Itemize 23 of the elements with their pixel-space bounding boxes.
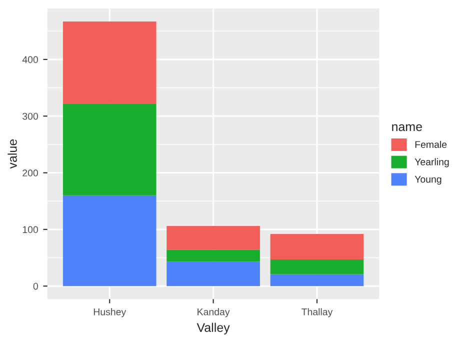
x-tick-label: Thallay <box>302 308 333 318</box>
bar <box>166 262 260 286</box>
bar <box>270 259 364 274</box>
bar <box>166 226 260 250</box>
bar <box>62 195 156 286</box>
y-tick-label: 300 <box>22 112 38 120</box>
x-tick-label: Kanday <box>198 308 230 318</box>
y-tick-label: 100 <box>22 226 38 234</box>
legend-label: Yearling <box>414 158 449 168</box>
bar <box>166 250 260 262</box>
bar <box>270 234 364 260</box>
y-axis-title: value <box>8 139 17 169</box>
y-tick-label: 200 <box>22 170 38 176</box>
legend-label: Young <box>414 176 442 185</box>
bar <box>62 104 156 196</box>
legend-label: Female <box>415 140 447 148</box>
y-tick-label: 0 <box>33 282 38 290</box>
bar <box>62 21 156 104</box>
bar <box>270 274 364 286</box>
x-tick-label: Hushey <box>94 308 126 318</box>
x-axis-title: Valley <box>196 322 230 334</box>
y-tick-label: 400 <box>22 56 38 64</box>
legend-title: name <box>392 124 422 132</box>
